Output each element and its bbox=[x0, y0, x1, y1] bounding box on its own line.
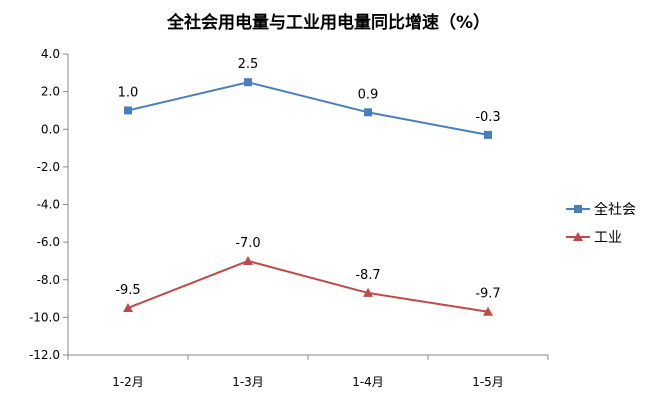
data-label: 1.0 bbox=[118, 85, 139, 100]
legend-label: 工业 bbox=[594, 230, 622, 246]
data-label: -0.3 bbox=[475, 110, 500, 125]
y-tick-label: -2.0 bbox=[37, 160, 60, 174]
y-tick-label: 4.0 bbox=[41, 47, 60, 61]
data-point-marker bbox=[364, 108, 372, 117]
y-tick-label: -8.0 bbox=[37, 273, 60, 287]
x-tick-label: 1-3月 bbox=[232, 375, 264, 389]
x-tick-label: 1-5月 bbox=[472, 375, 504, 389]
y-tick-label: 0.0 bbox=[41, 122, 60, 136]
y-tick-label: 2.0 bbox=[41, 85, 60, 99]
x-tick-label: 1-4月 bbox=[352, 375, 384, 389]
y-tick-label: -6.0 bbox=[37, 235, 60, 249]
data-label: 2.5 bbox=[238, 57, 259, 72]
data-point-marker bbox=[483, 306, 493, 316]
x-tick-label: 1-2月 bbox=[112, 375, 144, 389]
series-line-total bbox=[127, 81, 489, 136]
data-point-marker bbox=[363, 287, 373, 297]
y-tick-label: -12.0 bbox=[29, 348, 60, 362]
data-point-marker bbox=[484, 130, 492, 139]
data-point-marker bbox=[243, 255, 253, 265]
y-tick-label: -10.0 bbox=[29, 310, 60, 324]
legend-marker bbox=[574, 205, 582, 213]
data-point-marker bbox=[244, 78, 252, 87]
series-line-industry bbox=[127, 259, 489, 313]
data-label: -9.5 bbox=[115, 283, 140, 298]
legend-marker bbox=[573, 232, 583, 241]
legend-label: 全社会 bbox=[594, 201, 636, 218]
data-point-marker bbox=[123, 302, 133, 312]
data-label: -9.7 bbox=[475, 287, 500, 302]
y-tick-label: -4.0 bbox=[37, 198, 60, 212]
chart-title: 全社会用电量与工业用电量同比增速（%） bbox=[166, 13, 491, 33]
data-label: -8.7 bbox=[355, 268, 380, 283]
data-label: 0.9 bbox=[358, 87, 379, 102]
data-label: -7.0 bbox=[235, 236, 260, 251]
data-point-marker bbox=[124, 106, 132, 115]
